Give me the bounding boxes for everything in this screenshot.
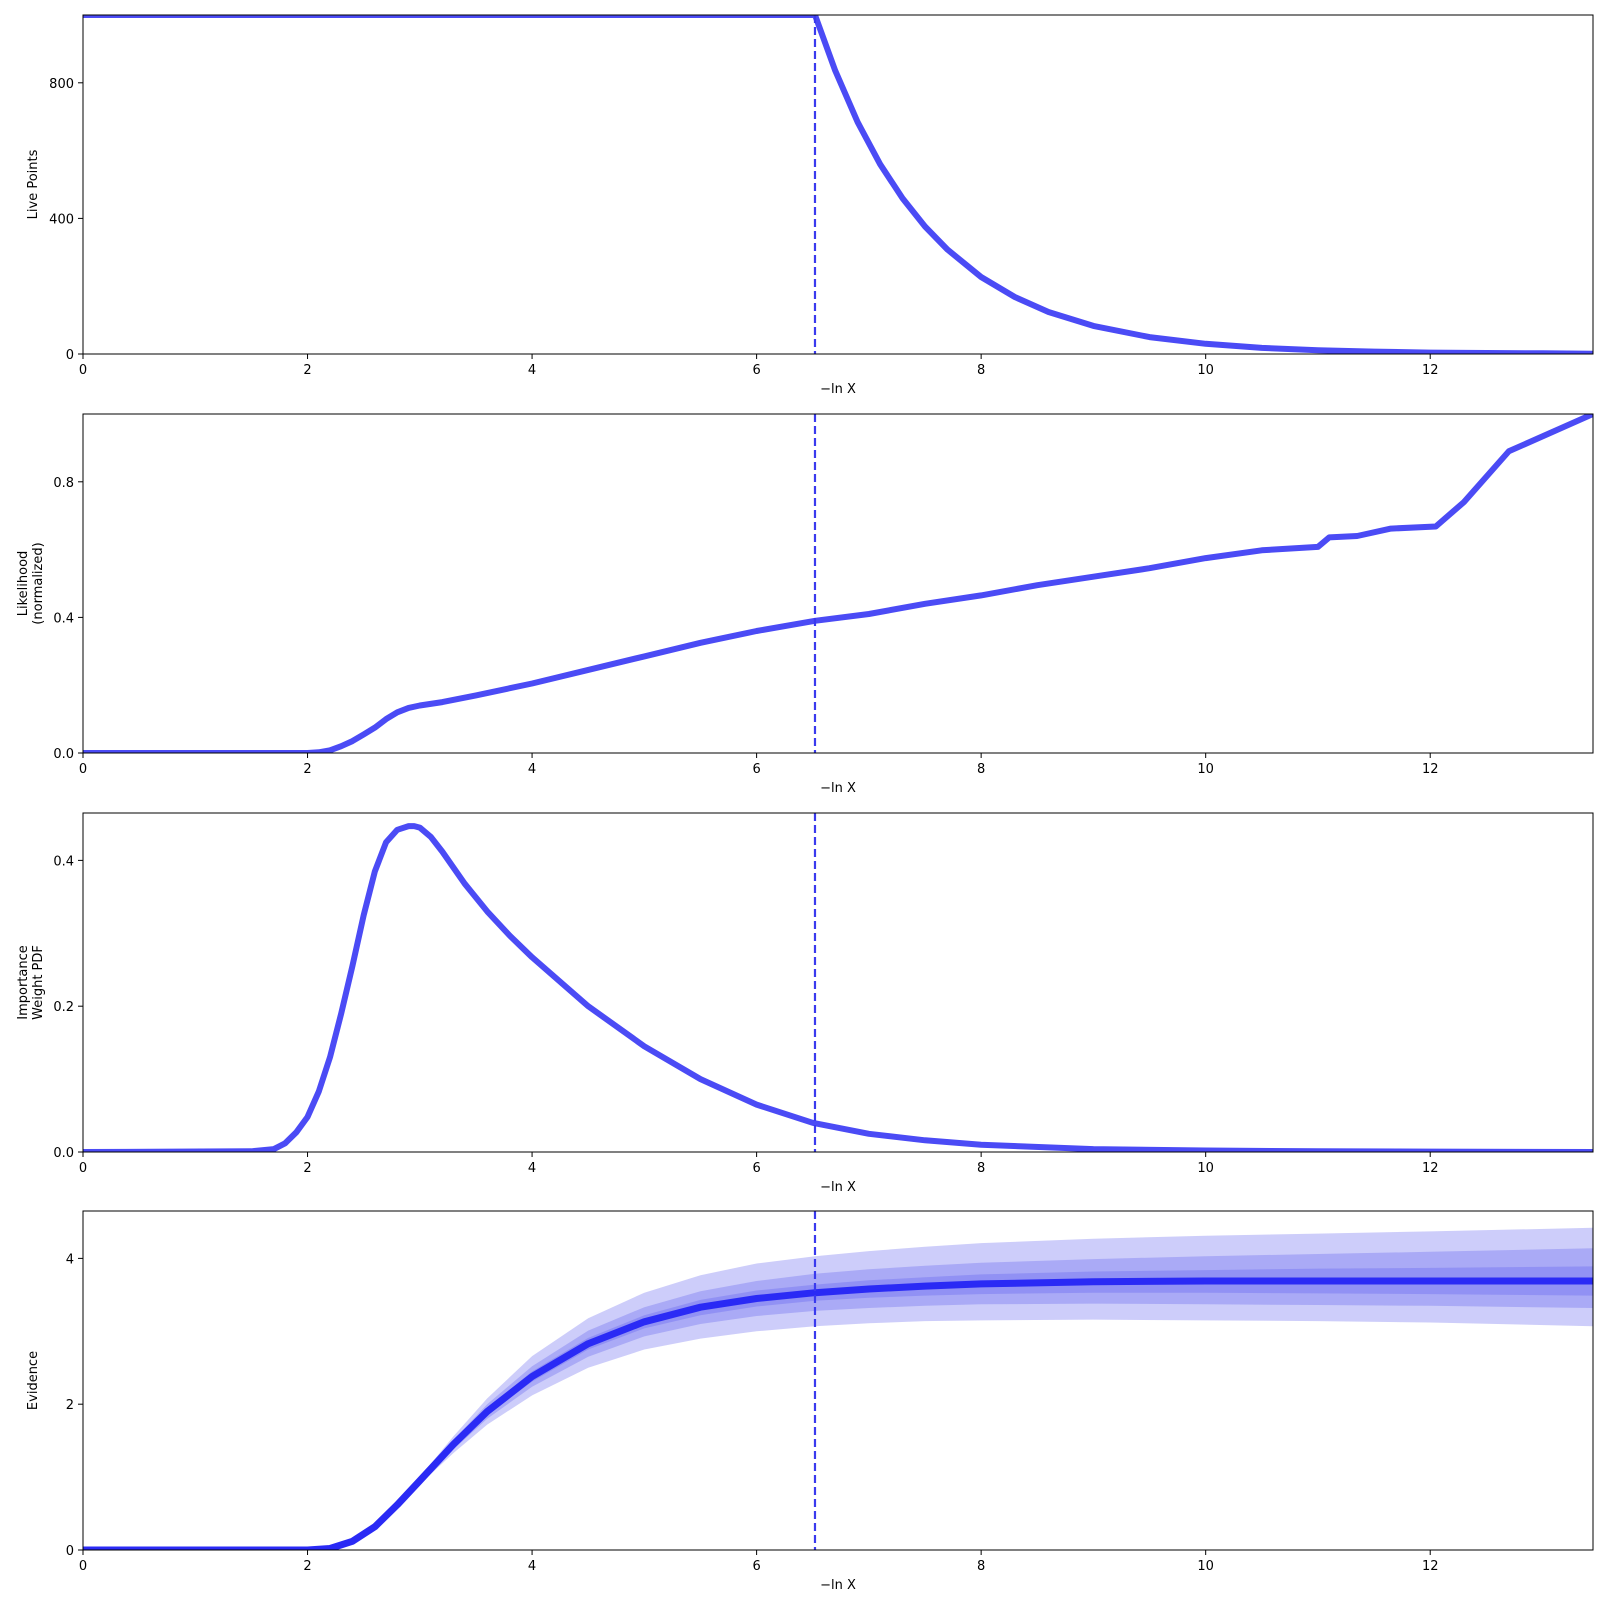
x-tick-label: 4 — [528, 1161, 536, 1176]
axes-frame — [82, 14, 1594, 355]
series-line-evidence — [83, 1277, 1593, 1550]
panel-importance-weight: 0 2 4 6 8 10 12 0.0 0.2 0.4 −ln X ImportanceWeight … — [16, 812, 1594, 1195]
x-tick-label: 0 — [79, 363, 87, 378]
plot-area-importance-weight — [83, 813, 1593, 1152]
x-tick-label: 8 — [977, 1559, 985, 1574]
series-line-importance-weight — [83, 823, 1593, 1152]
y-axis-label-line: Weight PDF — [31, 945, 46, 1020]
x-axis-label: −ln X — [820, 382, 856, 397]
y-axis-label-line: Live Points — [26, 149, 41, 219]
y-tick-label: 0.8 — [53, 476, 74, 491]
y-axis-label: Evidence — [26, 1351, 41, 1410]
y-tick-label: 0.0 — [53, 1146, 74, 1161]
x-tick-label: 4 — [528, 762, 536, 777]
x-axis-label: −ln X — [820, 781, 856, 796]
x-tick-label: 8 — [977, 363, 985, 378]
axes-frame — [82, 413, 1594, 754]
x-tick-label: 0 — [79, 762, 87, 777]
x-tick-label: 10 — [1197, 363, 1214, 378]
x-tick-label: 0 — [79, 1559, 87, 1574]
x-tick-label: 2 — [303, 1559, 311, 1574]
x-tick-label: 2 — [303, 363, 311, 378]
plot-area-live-points — [83, 15, 1593, 354]
x-tick-label: 8 — [977, 762, 985, 777]
x-tick-label: 4 — [528, 363, 536, 378]
x-tick-label: 2 — [303, 762, 311, 777]
x-tick-label: 10 — [1197, 762, 1214, 777]
x-tick-label: 12 — [1422, 762, 1439, 777]
y-axis-label-line: Likelihood — [16, 551, 31, 617]
axes-frame — [82, 1210, 1594, 1551]
panel-live-points: 0 2 4 6 8 10 12 0 400 800 −ln X Live Points — [26, 14, 1594, 397]
x-tick-label: 12 — [1422, 363, 1439, 378]
y-tick-label: 4 — [66, 1252, 74, 1267]
x-tick-label: 0 — [79, 1161, 87, 1176]
y-tick-label: 800 — [49, 77, 74, 92]
y-tick-label: 2 — [66, 1398, 74, 1413]
x-tick-label: 12 — [1422, 1559, 1439, 1574]
series-line-likelihood — [83, 414, 1593, 753]
x-tick-label: 10 — [1197, 1559, 1214, 1574]
x-axis-label: −ln X — [820, 1578, 856, 1593]
y-tick-label: 0.4 — [53, 854, 74, 869]
y-tick-label: 0.2 — [53, 1000, 74, 1015]
x-tick-label: 4 — [528, 1559, 536, 1574]
plot-area-likelihood — [83, 414, 1593, 753]
x-tick-label: 6 — [752, 1559, 760, 1574]
y-tick-label: 400 — [49, 212, 74, 227]
y-axis-label-line: Evidence — [26, 1351, 41, 1410]
y-axis-label-line: Importance — [16, 945, 31, 1020]
x-tick-label: 6 — [752, 762, 760, 777]
x-tick-label: 10 — [1197, 1161, 1214, 1176]
y-tick-label: 0 — [66, 1544, 74, 1559]
y-tick-label: 0 — [66, 348, 74, 363]
x-axis-label: −ln X — [820, 1180, 856, 1195]
plot-area-evidence — [83, 1211, 1593, 1550]
y-axis-label-line: (normalized) — [31, 542, 46, 624]
x-tick-label: 8 — [977, 1161, 985, 1176]
y-axis-label: Likelihood(normalized) — [16, 542, 46, 624]
x-tick-label: 6 — [752, 363, 760, 378]
x-tick-label: 6 — [752, 1161, 760, 1176]
panel-evidence: 0 2 4 6 8 10 12 0 2 4 −ln X Evidence — [26, 1210, 1594, 1593]
x-tick-label: 12 — [1422, 1161, 1439, 1176]
x-tick-label: 2 — [303, 1161, 311, 1176]
y-axis-label: ImportanceWeight PDF — [16, 945, 46, 1020]
y-axis-label: Live Points — [26, 149, 41, 219]
confidence-band-1 — [83, 1227, 1593, 1550]
y-tick-label: 0.0 — [53, 747, 74, 762]
panel-likelihood: 0 2 4 6 8 10 12 0.0 0.4 0.8 −ln X Likelihood(normal… — [16, 413, 1594, 796]
y-tick-label: 0.4 — [53, 611, 74, 626]
axes-frame — [82, 812, 1594, 1153]
series-line-live-points — [83, 15, 1593, 354]
